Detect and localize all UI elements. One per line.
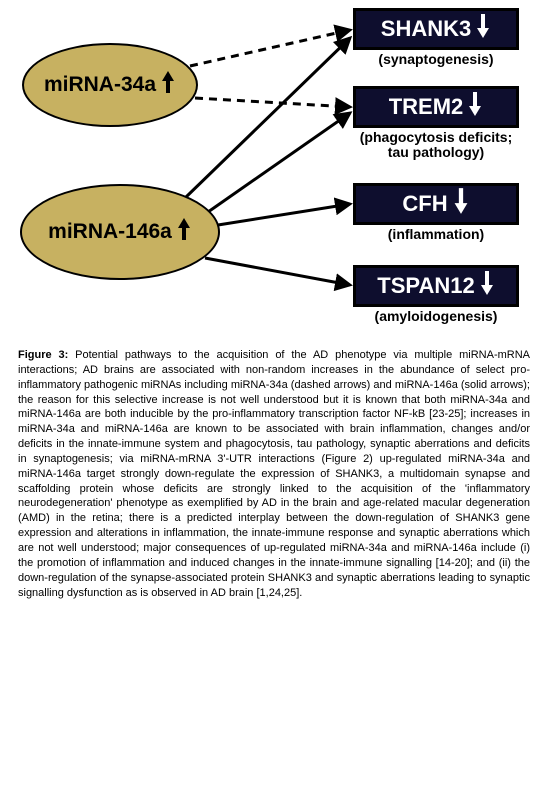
down-arrow-icon (475, 12, 491, 46)
figure-label: Figure 3: (18, 349, 68, 361)
diagram-canvas: miRNA-34a miRNA-146a SHANK3 (synaptogene… (0, 0, 547, 340)
tspan12-label: TSPAN12 (377, 273, 474, 299)
cfh-sublabel: (inflammation) (333, 227, 539, 242)
shank3-sublabel: (synaptogenesis) (333, 52, 539, 67)
trem2-node: TREM2 (353, 86, 519, 128)
down-arrow-icon (452, 186, 470, 222)
down-arrow-icon (479, 269, 495, 303)
mirna-146a-label: miRNA-146a (48, 220, 172, 244)
shank3-node: SHANK3 (353, 8, 519, 50)
up-arrow-icon (160, 69, 176, 101)
tspan12-sublabel: (amyloidogenesis) (333, 309, 539, 324)
cfh-label: CFH (402, 191, 447, 217)
shank3-label: SHANK3 (381, 16, 471, 42)
trem2-sublabel: (phagocytosis deficits; tau pathology) (333, 130, 539, 161)
caption-text: Potential pathways to the acquisition of… (18, 349, 530, 599)
mirna-146a-node: miRNA-146a (20, 184, 220, 280)
figure-caption: Figure 3: Potential pathways to the acqu… (18, 348, 530, 600)
mirna-34a-node: miRNA-34a (22, 43, 198, 127)
mirna-34a-label: miRNA-34a (44, 73, 156, 97)
trem2-label: TREM2 (389, 94, 464, 120)
cfh-node: CFH (353, 183, 519, 225)
up-arrow-icon (176, 216, 192, 248)
tspan12-node: TSPAN12 (353, 265, 519, 307)
down-arrow-icon (467, 90, 483, 124)
